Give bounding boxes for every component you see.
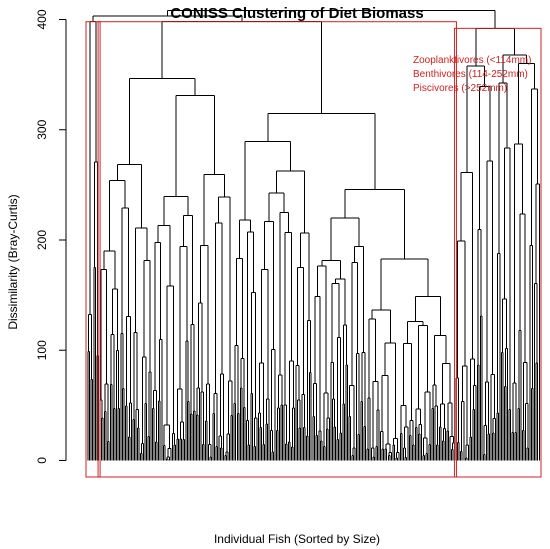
chart-title: CONISS Clustering of Diet Biomass <box>170 5 423 22</box>
y-axis: 0 100 200 300 400 <box>35 9 67 464</box>
y-tick-label-0: 0 <box>35 457 49 464</box>
y-tick-label-200: 200 <box>35 230 49 250</box>
y-tick-label-100: 100 <box>35 340 49 360</box>
x-axis-label: Individual Fish (Sorted by Size) <box>214 532 380 546</box>
y-tick-label-400: 400 <box>35 9 49 29</box>
group-box-1 <box>85 21 101 478</box>
group-box-2 <box>97 21 457 478</box>
group-box-3 <box>453 27 542 478</box>
y-tick-label-300: 300 <box>35 119 49 139</box>
group-label-3: Piscivores (>252mm) <box>413 83 507 94</box>
group-labels: Zooplanktivores (<114mm) Benthivores (114… <box>413 55 531 94</box>
group-boxes <box>85 21 542 478</box>
group-label-1: Zooplanktivores (<114mm) <box>413 55 531 66</box>
group-label-2: Benthivores (114-252mm) <box>413 69 528 80</box>
y-axis-label: Dissimilarity (Bray-Curtis) <box>6 194 20 329</box>
